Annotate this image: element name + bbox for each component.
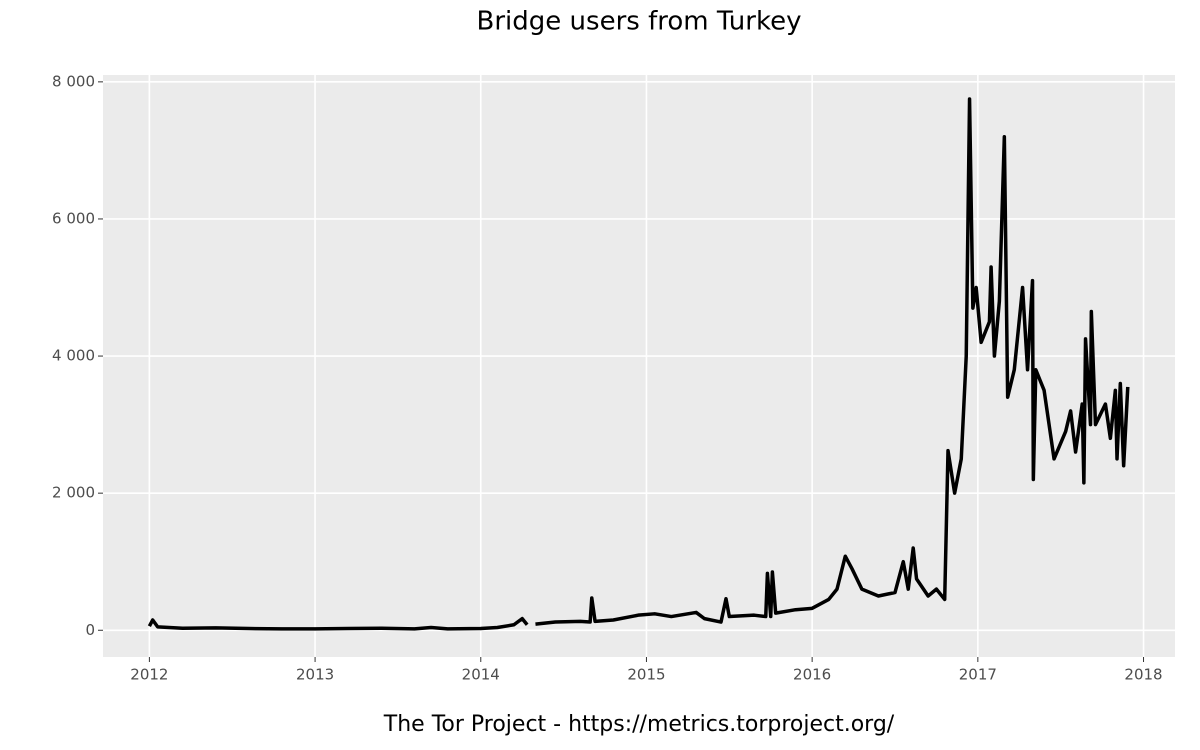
- line-series: [147, 616, 529, 631]
- line-series: [535, 97, 1130, 626]
- chart-title: Bridge users from Turkey: [477, 7, 802, 37]
- x-tick-label: 2014: [462, 666, 500, 684]
- x-tick-label: 2015: [627, 666, 665, 684]
- plot-panel: [103, 75, 1175, 657]
- x-tick-label: 2016: [793, 666, 831, 684]
- y-tick-label: 4 000: [52, 347, 95, 365]
- x-tick-label: 2012: [130, 666, 168, 684]
- y-tick-label: 6 000: [52, 209, 95, 227]
- y-tick-label: 0: [85, 621, 95, 639]
- x-tick-label: 2013: [296, 666, 334, 684]
- x-tick-label: 2017: [959, 666, 997, 684]
- x-tick-label: 2018: [1124, 666, 1162, 684]
- y-tick-label: 8 000: [52, 72, 95, 90]
- caption: The Tor Project - https://metrics.torpro…: [383, 712, 895, 737]
- y-tick-label: 2 000: [52, 484, 95, 502]
